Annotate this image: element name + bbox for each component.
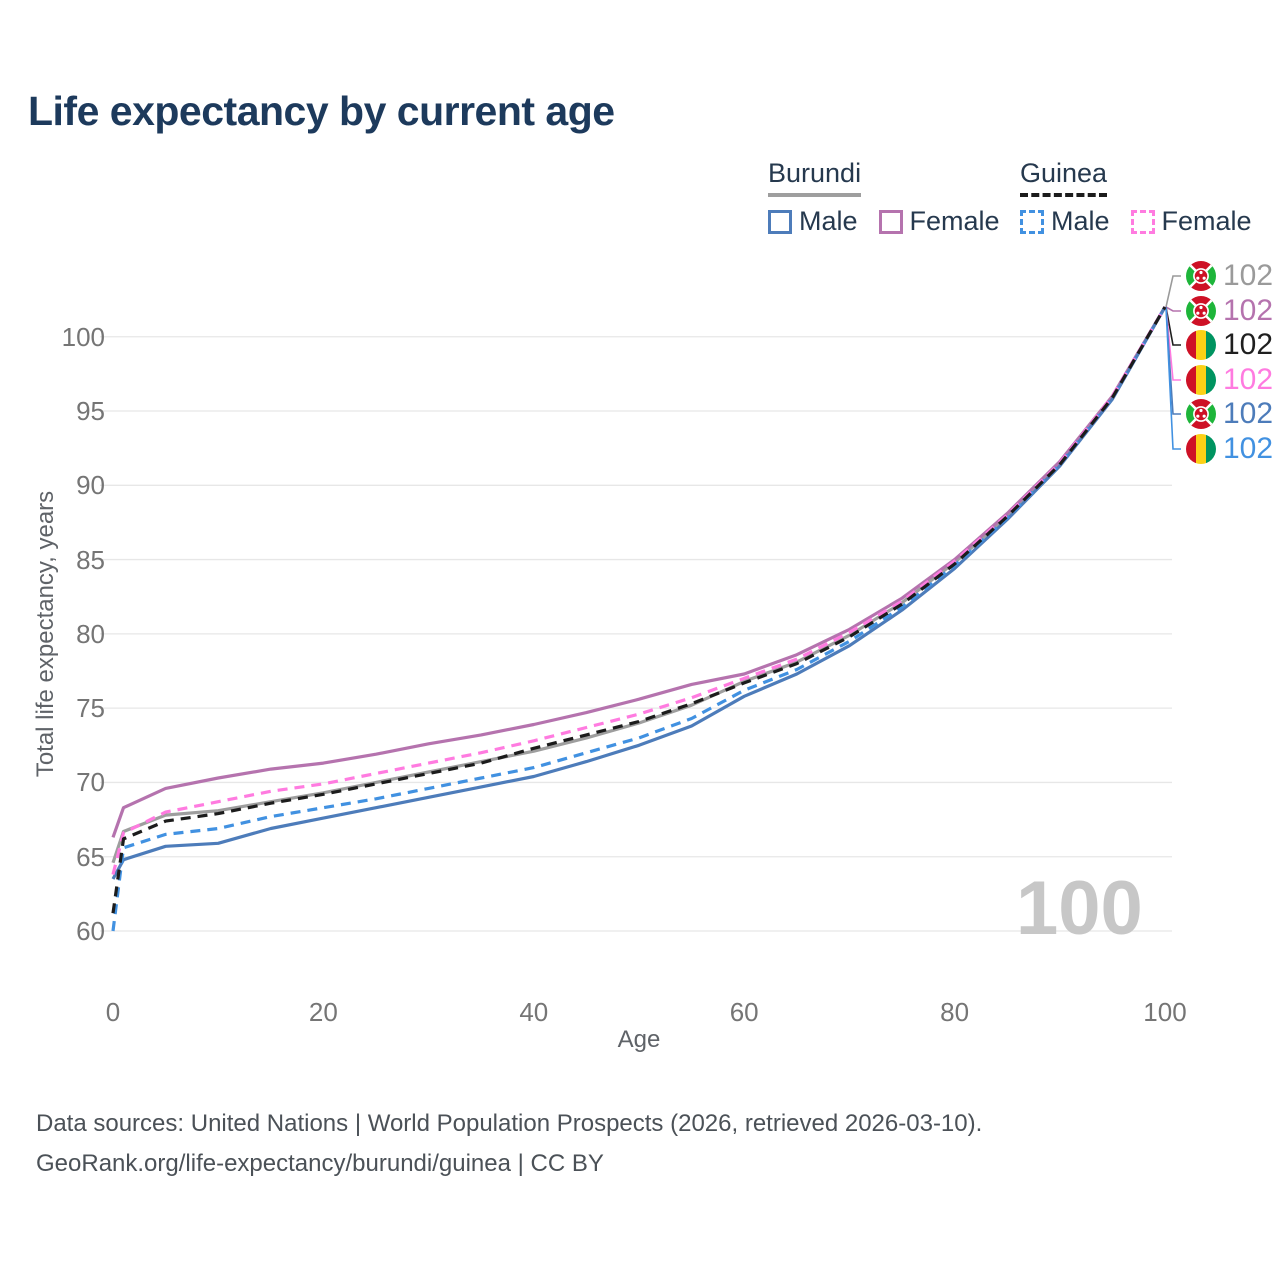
series-line-burundi-female [111, 306, 1167, 838]
x-tick-label: 20 [308, 997, 338, 1027]
y-tick-label: 60 [76, 916, 105, 946]
y-tick-label: 80 [76, 618, 105, 649]
y-axis-title: Total life expectancy, years [32, 490, 59, 778]
burundi-flag-icon [1186, 399, 1216, 429]
legend-item-burundi-male[interactable]: Male [768, 206, 858, 237]
series-line-guinea-total [111, 306, 1167, 914]
legend-country-burundi[interactable]: Burundi [768, 158, 862, 197]
legend-swatch-guinea-male [1020, 209, 1044, 234]
guinea-flag-icon [1186, 434, 1216, 464]
x-tick-label: 40 [519, 997, 549, 1027]
footer: Data sources: United Nations | World Pop… [36, 1104, 982, 1184]
legend-swatch-burundi-female [878, 209, 903, 234]
y-tick-label: 85 [76, 544, 105, 575]
guinea-flag-icon [1186, 365, 1216, 395]
page-title: Life expectancy by current age [28, 88, 615, 134]
burundi-flag-icon [1186, 296, 1216, 326]
y-tick-label: 65 [76, 841, 105, 872]
legend-label: Female [1161, 206, 1252, 236]
y-tick-label: 75 [76, 693, 105, 724]
legend-label: Female [909, 206, 1000, 236]
series-line-burundi-male [111, 306, 1167, 880]
legend-country-guinea[interactable]: Guinea [1020, 158, 1108, 197]
legend-row-burundi: Male Female [768, 206, 1000, 237]
footer-attribution-line: GeoRank.org/life-expectancy/burundi/guin… [36, 1150, 604, 1177]
x-tick-label: 100 [1143, 997, 1187, 1027]
end-label-guinea-female: 102 [1186, 365, 1273, 395]
end-label-leader-line [1165, 306, 1181, 312]
y-tick-label: 70 [76, 767, 105, 798]
series-line-burundi-total [111, 306, 1167, 864]
footer-sources-line: Data sources: United Nations | World Pop… [36, 1110, 983, 1137]
end-label-guinea-total: 102 [1186, 330, 1273, 360]
end-label-value: 102 [1223, 328, 1274, 361]
x-tick-label: 80 [940, 997, 970, 1027]
end-label-value: 102 [1223, 363, 1274, 396]
end-label-leader-line [1165, 275, 1181, 308]
legend-swatch-guinea-female [1130, 209, 1155, 234]
legend-group-burundi: Burundi Male Female [768, 158, 1000, 237]
legend-item-guinea-female[interactable]: Female [1130, 206, 1252, 237]
end-label-guinea-male: 102 [1186, 434, 1273, 464]
legend-label: Male [1051, 206, 1110, 236]
legend-row-guinea: Male Female [1020, 206, 1252, 237]
end-label-value: 102 [1223, 397, 1274, 430]
legend-item-burundi-female[interactable]: Female [878, 206, 1000, 237]
legend-item-guinea-male[interactable]: Male [1020, 206, 1110, 237]
y-tick-label: 95 [76, 396, 105, 426]
series-line-guinea-female [111, 306, 1167, 875]
end-label-burundi-male: 102 [1186, 399, 1273, 429]
end-label-burundi-total: 102 [1186, 261, 1273, 291]
legend-group-guinea: Guinea Male Female [1020, 158, 1252, 237]
end-label-value: 102 [1223, 259, 1274, 292]
end-label-leader-line [1165, 306, 1181, 346]
y-tick-label: 90 [76, 470, 105, 501]
end-label-burundi-female: 102 [1186, 296, 1273, 326]
x-tick-label: 0 [105, 997, 121, 1027]
guinea-flag-icon [1186, 330, 1216, 360]
legend-swatch-burundi-male [768, 209, 792, 234]
x-tick-label: 60 [729, 997, 759, 1027]
burundi-flag-icon [1186, 261, 1216, 291]
end-label-leader-line [1165, 306, 1181, 450]
legend-label: Male [799, 206, 858, 236]
end-label-value: 102 [1223, 294, 1274, 327]
y-tick-label: 100 [61, 321, 105, 352]
x-axis-title: Age [617, 1026, 661, 1053]
age-counter-watermark: 100 [1016, 866, 1143, 951]
end-label-value: 102 [1223, 432, 1274, 465]
series-line-guinea-male [111, 306, 1167, 932]
